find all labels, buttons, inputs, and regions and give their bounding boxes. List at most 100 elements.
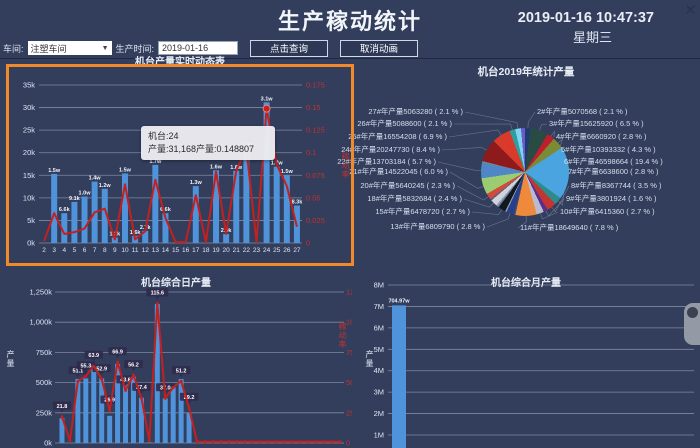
svg-text:21.8: 21.8 [57,404,68,410]
remote-assist-tab[interactable] [684,303,700,345]
svg-text:8M: 8M [374,281,384,290]
svg-text:63.9: 63.9 [88,353,99,359]
tooltip-machine: 机台:24 [148,131,179,141]
svg-text:19: 19 [212,247,220,254]
svg-text:1,250k: 1,250k [29,288,52,297]
svg-text:0k: 0k [27,239,35,248]
daily-chart-title: 机台综合日产量 [141,278,211,289]
svg-text:15: 15 [172,247,180,254]
svg-text:2M: 2M [374,409,384,418]
current-weekday: 星期三 [572,30,612,45]
workshop-select-value: 注塑车间 [30,43,67,54]
svg-text:25: 25 [346,408,352,417]
svg-text:0.025: 0.025 [306,216,325,225]
svg-text:100: 100 [346,318,352,327]
svg-text:250k: 250k [36,408,53,417]
svg-text:22: 22 [243,247,251,254]
svg-text:2: 2 [42,247,46,254]
svg-text:26.9: 26.9 [104,398,115,404]
chevron-down-icon: ▼ [101,44,109,52]
svg-text:17: 17 [192,247,200,254]
svg-text:6: 6 [83,247,87,254]
svg-text:3: 3 [52,247,56,254]
svg-text:0: 0 [346,439,350,448]
svg-text:23: 23 [253,247,261,254]
svg-text:16: 16 [182,247,190,254]
page-title: 生产稼动统计 [277,9,422,34]
svg-text:750k: 750k [36,348,53,357]
svg-text:75: 75 [346,348,352,357]
svg-text:25k: 25k [23,126,35,135]
svg-text:0k: 0k [44,439,52,448]
svg-text:20k: 20k [23,148,35,157]
svg-text:0.075: 0.075 [306,171,325,180]
svg-text:1.4w: 1.4w [89,176,102,182]
svg-text:10k: 10k [23,193,35,202]
svg-text:8: 8 [103,247,107,254]
chart-tooltip: 机台:24 产量:31,168产量:0.148807 [141,126,275,160]
svg-text:5M: 5M [374,345,384,354]
daily-right-axis-title: 稼动率 [338,322,347,349]
svg-text:0.125: 0.125 [306,126,325,135]
svg-text:27: 27 [293,247,301,254]
svg-text:51.2: 51.2 [176,368,187,374]
svg-text:1.6w: 1.6w [210,164,223,170]
query-button[interactable]: 点击查询 [250,39,329,57]
monthly-chart[interactable]: 8M 7M 6M 5M 4M 3M 2M 1M 704.97w [352,268,700,448]
svg-text:25: 25 [273,247,281,254]
svg-text:11: 11 [132,247,139,254]
svg-text:0.1: 0.1 [306,148,316,157]
monthly-left-axis-title: 产量 [365,350,374,368]
svg-text:1.6k: 1.6k [130,230,142,236]
svg-text:50: 50 [346,378,352,387]
svg-text:13: 13 [152,247,160,254]
svg-text:8.3k: 8.3k [292,200,304,206]
svg-text:3.1w: 3.1w [261,96,274,102]
svg-text:1.5w: 1.5w [281,169,294,175]
svg-text:1.3w: 1.3w [190,180,203,186]
svg-text:37.4: 37.4 [136,385,148,391]
svg-text:4M: 4M [374,366,384,375]
svg-text:20: 20 [223,247,231,254]
svg-text:1,000k: 1,000k [29,318,52,327]
svg-text:1.2w: 1.2w [99,183,112,189]
cancel-animation-button[interactable]: 取消动画 [340,39,419,57]
realtime-right-axis-title: 稼动率 [341,152,350,179]
yearly-pie-chart[interactable] [481,128,569,216]
svg-text:5: 5 [73,247,77,254]
svg-text:7M: 7M [374,302,384,311]
circle-icon [686,307,698,318]
close-icon[interactable]: ✕ [684,2,697,19]
svg-text:0.175: 0.175 [306,81,325,90]
svg-text:9.1k: 9.1k [69,196,81,202]
svg-text:18: 18 [202,247,210,254]
workshop-select[interactable]: 注塑车间 ▼ [27,41,112,55]
svg-text:1.5w: 1.5w [119,167,132,173]
svg-text:6.6k: 6.6k [59,207,71,213]
svg-text:52.9: 52.9 [96,366,107,372]
monthly-chart-title: 机台综合月产量 [491,278,561,289]
svg-text:26: 26 [283,247,291,254]
svg-text:15k: 15k [23,171,35,180]
header-separator [0,58,700,59]
production-date-input[interactable] [158,41,239,55]
svg-text:5k: 5k [27,216,35,225]
svg-text:14: 14 [162,247,170,254]
yearly-pie-title: 机台2019年统计产量 [477,66,575,78]
svg-text:1M: 1M [374,431,384,440]
realtime-chart-title: 机台产量实时动态表 [135,57,225,68]
svg-text:30k: 30k [23,103,35,112]
svg-text:1.0w: 1.0w [79,191,92,197]
workshop-label: 车间: [3,43,24,54]
realtime-chart-highlight-border: 35k 0.175 30k 0.15 25k 0.125 20k 0.1 15k 0.075 10k… [6,64,354,266]
daily-chart[interactable]: 1,250k1251,000k100750k75500k50250k250k02… [0,268,352,448]
svg-text:56.2: 56.2 [128,362,139,368]
svg-text:1.7w: 1.7w [149,159,162,165]
svg-text:4: 4 [62,247,66,254]
svg-text:6M: 6M [374,323,384,332]
svg-text:115.6: 115.6 [151,291,164,297]
svg-text:1.5w: 1.5w [48,168,61,174]
svg-text:66.9: 66.9 [112,349,123,355]
